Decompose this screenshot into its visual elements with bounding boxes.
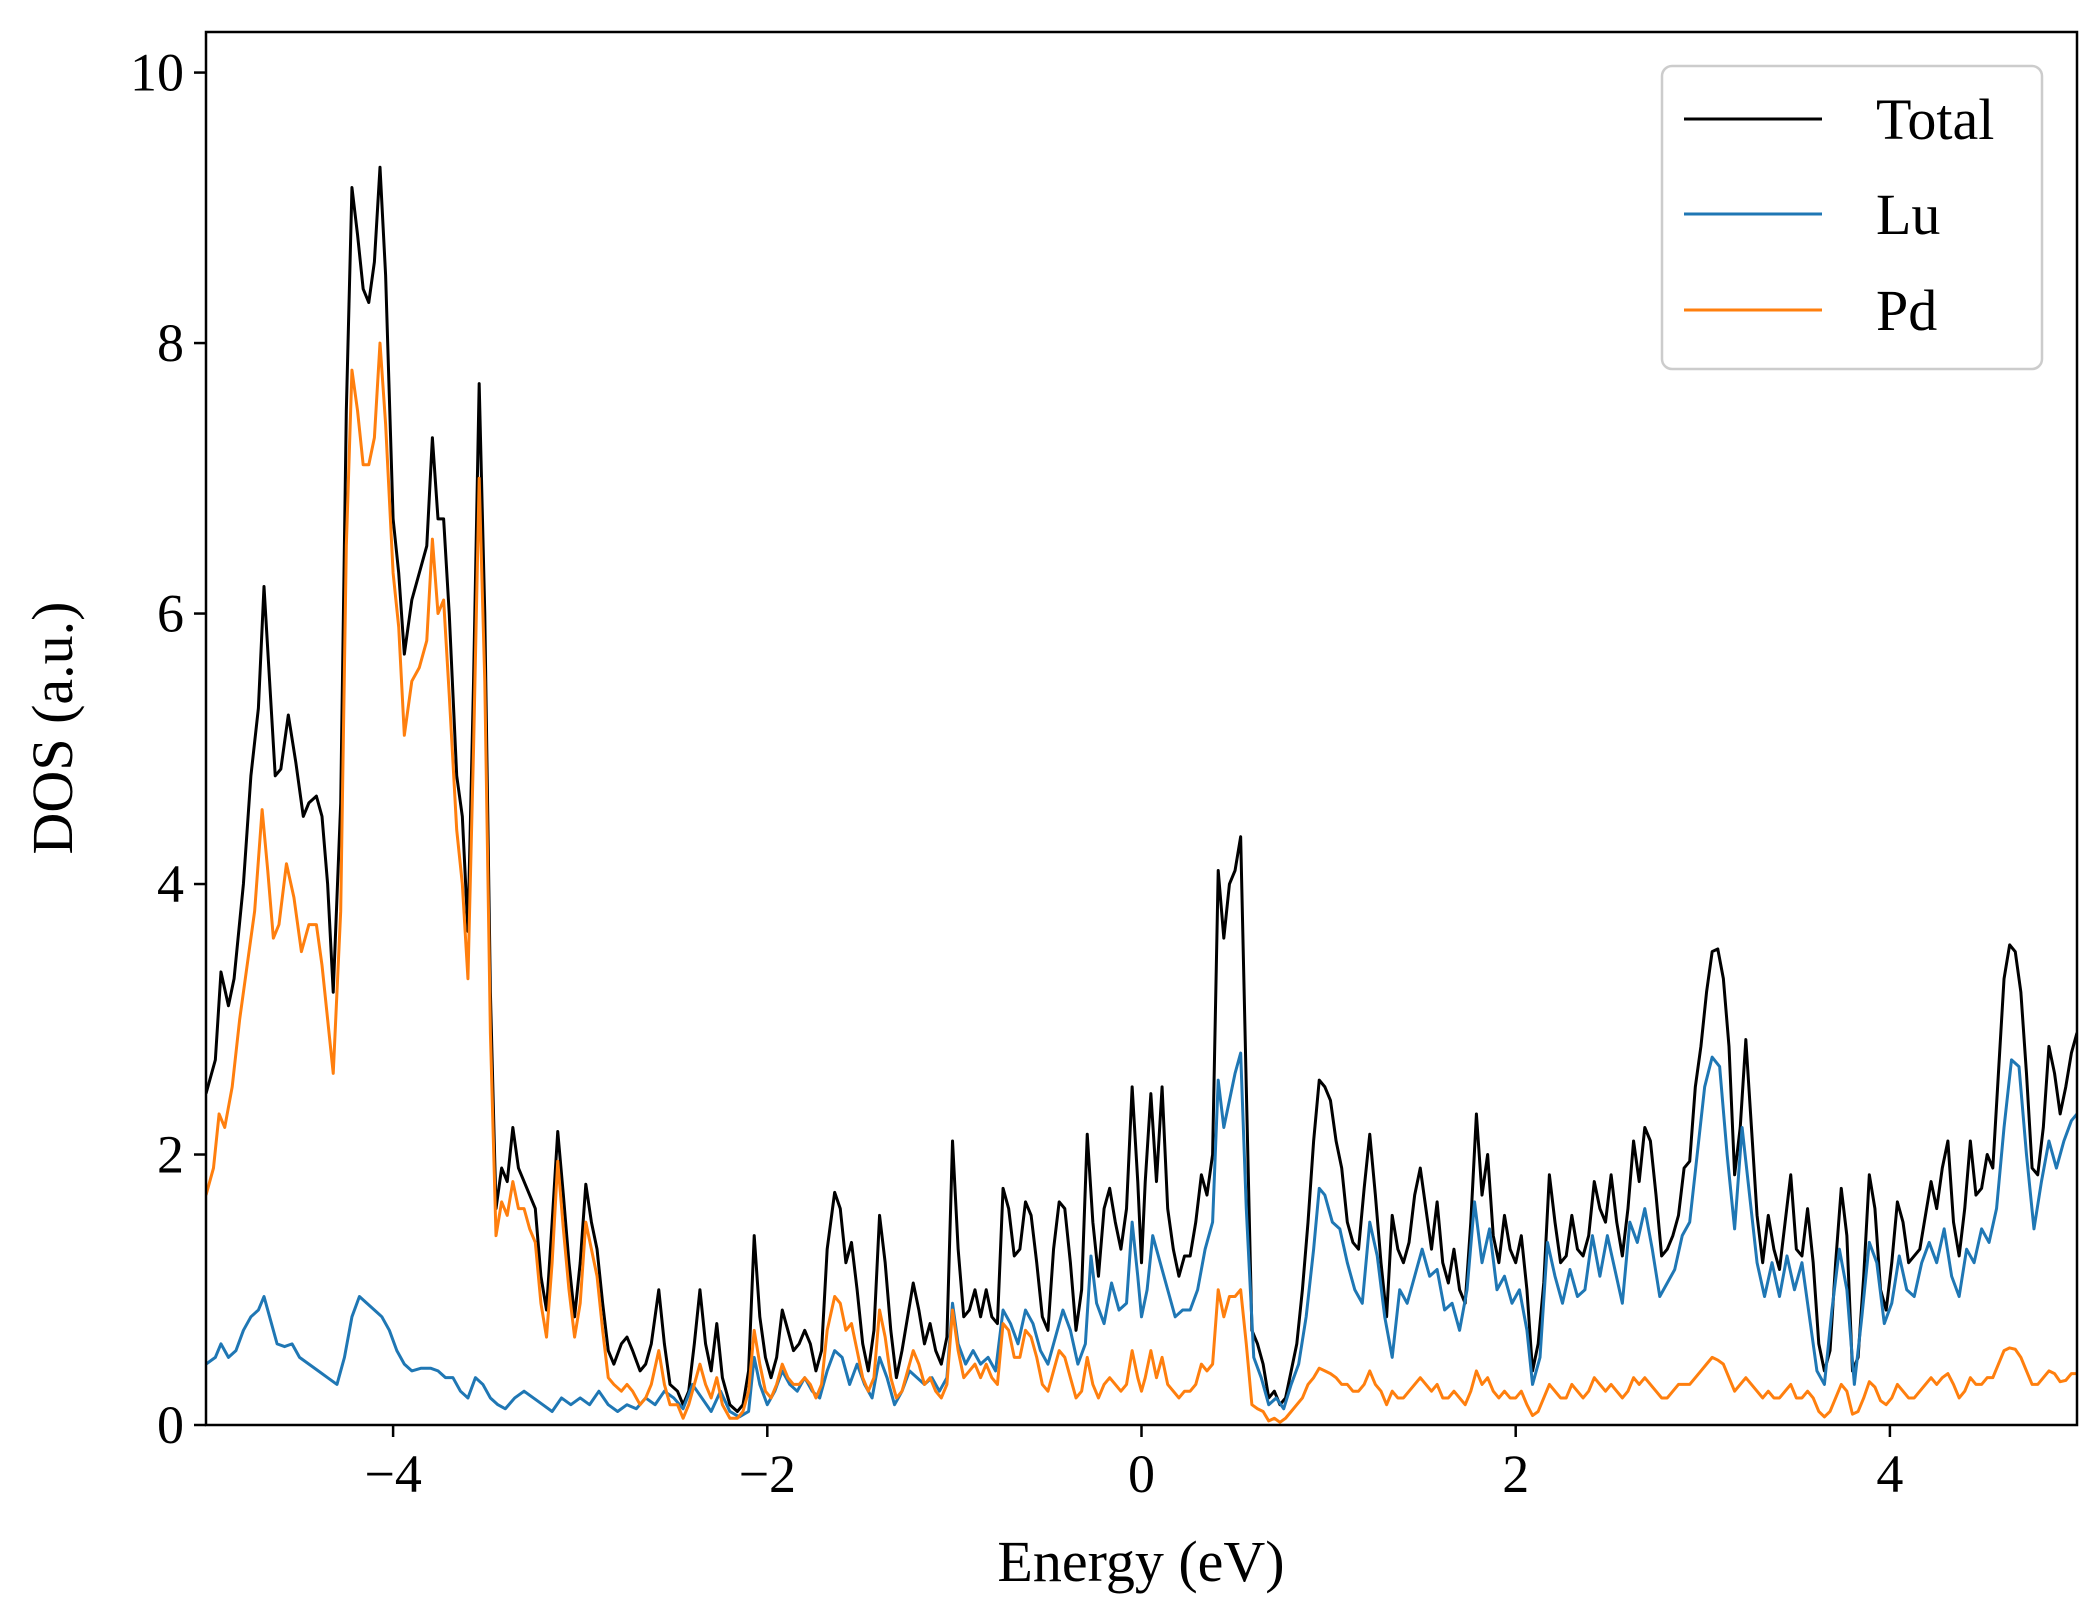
series-line-total	[206, 165, 2077, 1413]
legend-box	[1660, 64, 2044, 371]
legend: Total Lu Pd	[1660, 64, 2044, 371]
legend-label-lu: Lu	[1876, 182, 1940, 247]
legend-label-total: Total	[1876, 87, 1994, 152]
series-line-lu	[206, 1051, 2077, 1419]
legend-label-pd: Pd	[1876, 278, 1937, 343]
x-tick-label: 4	[1876, 1444, 1903, 1504]
y-tick-label: 6	[157, 584, 184, 644]
x-tick-label: −2	[739, 1444, 796, 1504]
x-tick-label: −4	[364, 1444, 421, 1504]
series-line-pd	[206, 341, 2077, 1424]
y-tick-label: 0	[157, 1395, 184, 1455]
y-tick-label: 2	[157, 1125, 184, 1185]
y-tick-label: 4	[157, 854, 184, 914]
series-layer	[206, 165, 2077, 1424]
x-tick-label: 0	[1128, 1444, 1155, 1504]
tick-layer: −4 −2 0 2 4 0 2 4 6 8 10	[130, 43, 1903, 1504]
y-tick-label: 8	[157, 313, 184, 373]
x-tick-label: 2	[1502, 1444, 1529, 1504]
y-tick-label: 10	[130, 43, 184, 103]
y-axis-label: DOS (a.u.)	[20, 602, 85, 855]
x-axis-label: Energy (eV)	[997, 1529, 1284, 1594]
